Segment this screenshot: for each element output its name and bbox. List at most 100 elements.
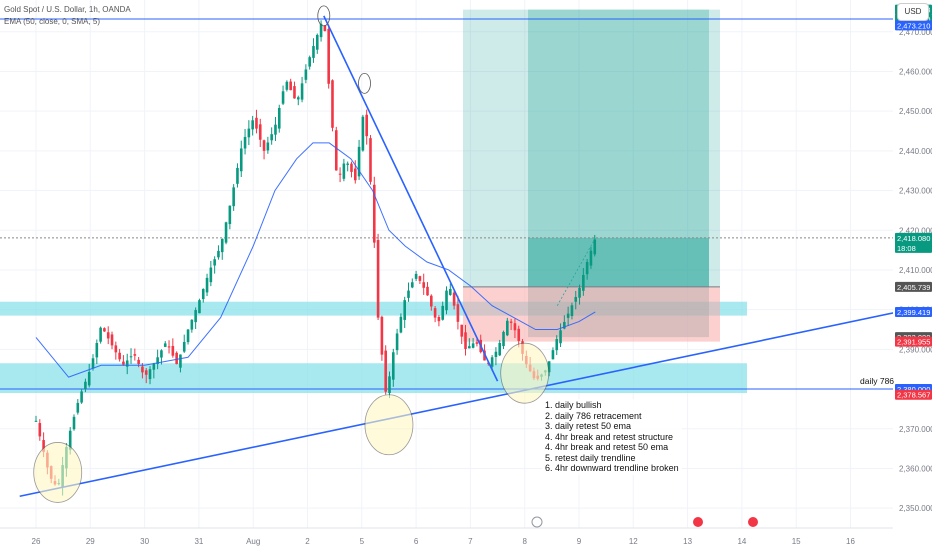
candle	[304, 69, 308, 80]
candle	[110, 334, 114, 346]
candle	[186, 329, 190, 343]
y-tick-label: 2,360.000	[899, 464, 932, 473]
x-tick-label: 14	[737, 537, 746, 546]
candle	[468, 346, 471, 349]
candle	[566, 313, 570, 318]
currency-button[interactable]: USD	[897, 3, 929, 21]
candle	[323, 25, 327, 31]
trendline	[323, 15, 499, 382]
candle	[190, 319, 194, 330]
x-tick-label: 30	[140, 537, 149, 546]
candle	[452, 292, 456, 306]
candle	[308, 57, 311, 67]
candle	[255, 117, 258, 129]
candle	[418, 276, 422, 281]
candle	[270, 134, 273, 141]
candle	[141, 366, 144, 373]
candle	[430, 295, 433, 307]
candle	[148, 369, 152, 380]
price-tag-label: 2,380.000	[897, 385, 930, 394]
candle	[475, 342, 479, 344]
x-tick-label: 31	[194, 537, 203, 546]
candle	[125, 360, 129, 367]
candle	[285, 81, 289, 90]
candle	[34, 420, 38, 422]
candle	[334, 130, 338, 171]
candle	[239, 148, 243, 172]
candle	[346, 163, 349, 165]
candle	[84, 381, 87, 390]
candle	[395, 333, 399, 351]
price-tag	[895, 336, 932, 347]
note-line: 2. daily 786 retracement	[545, 410, 642, 421]
candle	[559, 330, 562, 344]
candle	[213, 259, 216, 266]
candle	[449, 289, 452, 295]
price-tag	[895, 306, 932, 317]
candle	[513, 323, 517, 331]
event-icon	[531, 516, 543, 528]
candle	[228, 205, 232, 225]
countdown-label: 18:08	[897, 244, 916, 253]
y-tick-label: 2,370.000	[899, 425, 932, 434]
candle	[277, 107, 281, 129]
candle	[152, 363, 156, 370]
candle	[224, 222, 228, 243]
candle	[42, 440, 45, 452]
candle	[289, 81, 292, 91]
candle	[266, 142, 270, 151]
candle	[95, 343, 99, 358]
note-line: 6. 4hr downward trendline broken	[545, 463, 679, 473]
candle	[114, 345, 118, 353]
highlight-circle	[317, 5, 331, 27]
trendline	[19, 310, 900, 498]
x-tick-label: 13	[683, 537, 692, 546]
filled-profit-zone	[528, 237, 709, 287]
x-tick-label: 7	[468, 537, 473, 546]
ema-indicator-label[interactable]: EMA (50, close, 0, SMA, 5)	[4, 17, 101, 26]
candle	[91, 358, 95, 369]
support-zone	[0, 363, 747, 394]
candle	[171, 345, 175, 356]
candle	[570, 305, 574, 316]
price-tag	[895, 20, 932, 31]
candle	[517, 328, 521, 341]
candle	[179, 354, 182, 368]
candle	[342, 163, 346, 179]
candle	[274, 124, 277, 135]
candle	[464, 332, 467, 349]
candle	[103, 328, 106, 332]
note-line: 4. 4hr break and retest structure	[545, 431, 674, 442]
candle	[68, 430, 72, 450]
ema-line	[35, 142, 596, 378]
candle	[410, 282, 414, 288]
candle	[217, 250, 220, 258]
candle	[384, 350, 387, 392]
x-tick-label: 9	[577, 537, 582, 546]
price-tag-label: 2,418.080	[897, 234, 930, 243]
candle	[296, 97, 300, 100]
candle	[361, 116, 365, 151]
candle	[144, 370, 148, 375]
candle	[122, 361, 125, 365]
candle	[456, 304, 460, 322]
price-tag-label: 2,405.739	[897, 283, 930, 292]
y-tick-label: 2,410.000	[899, 266, 932, 275]
price-tag	[895, 232, 932, 253]
y-tick-label: 2,390.000	[899, 345, 932, 354]
candle	[350, 163, 353, 172]
note-line: 1. daily bullish	[545, 400, 602, 410]
candle	[555, 339, 559, 351]
price-tag	[895, 281, 932, 292]
candle	[118, 352, 121, 360]
x-tick-label: 12	[629, 537, 638, 546]
candle	[353, 168, 357, 181]
candle	[312, 46, 315, 58]
candle	[490, 357, 494, 367]
candle	[315, 34, 319, 50]
candle	[391, 352, 395, 380]
candle	[471, 343, 475, 348]
candle	[372, 184, 376, 243]
candle	[357, 146, 361, 177]
